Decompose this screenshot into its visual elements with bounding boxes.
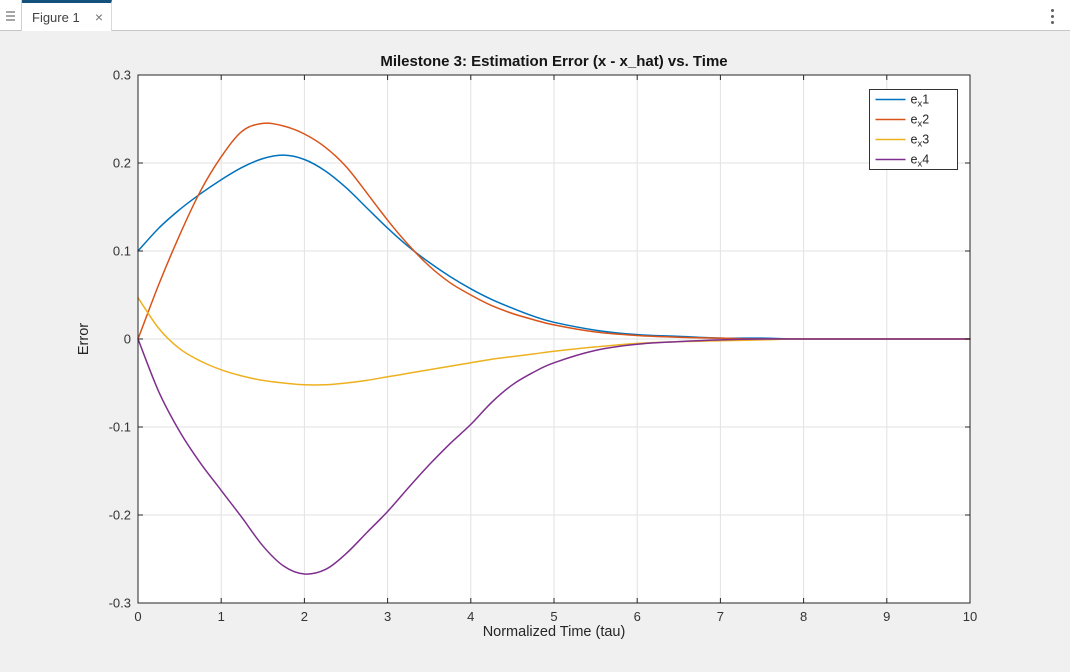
y-axis-label: Error bbox=[76, 323, 92, 355]
y-tick-label-4: -0.1 bbox=[109, 420, 131, 435]
kebab-dot bbox=[1050, 8, 1054, 12]
kebab-dot bbox=[1050, 20, 1054, 24]
y-tick-label-1: 0.2 bbox=[113, 156, 131, 171]
plot-svg: 0 1 2 3 4 5 6 7 8 9 10 0.3 0.2 0.1 0 -0.1 -0.2 -0.3 Miles… bbox=[76, 53, 978, 640]
y-tick-label-2: 0.1 bbox=[113, 244, 131, 259]
kebab-dot bbox=[1050, 14, 1054, 18]
series-line-e_x2 bbox=[137, 122, 971, 340]
x-tick-label-2: 2 bbox=[301, 609, 308, 624]
figure-tab-bar: Figure 1 × bbox=[0, 0, 1070, 31]
x-tick-label-3: 3 bbox=[384, 609, 391, 624]
tab-label: Figure 1 bbox=[32, 9, 80, 25]
x-tick-label-9: 9 bbox=[883, 609, 890, 624]
legend-label-1: ex1 bbox=[911, 93, 930, 110]
tick-label-layer: 0 1 2 3 4 5 6 7 8 9 10 0.3 0.2 0.1 0 -0.1 -0.2 -0.3 bbox=[109, 68, 978, 625]
tab-figure-1[interactable]: Figure 1 × bbox=[22, 0, 112, 31]
panel-handle-icon[interactable] bbox=[0, 0, 22, 31]
x-tick-label-8: 8 bbox=[800, 609, 807, 624]
x-tick-label-4: 4 bbox=[467, 609, 474, 624]
x-tick-label-1: 1 bbox=[218, 609, 225, 624]
y-tick-label-3: 0 bbox=[124, 332, 131, 347]
panel-handle-bar bbox=[6, 10, 15, 13]
legend-label-4: ex4 bbox=[911, 153, 930, 170]
figure-canvas: 0 1 2 3 4 5 6 7 8 9 10 0.3 0.2 0.1 0 -0.1 -0.2 -0.3 Miles… bbox=[0, 32, 1070, 672]
x-tick-label-0: 0 bbox=[134, 609, 141, 624]
y-tick-label-6: -0.3 bbox=[109, 596, 131, 611]
series-line-e_x4 bbox=[137, 338, 971, 575]
kebab-menu-icon[interactable] bbox=[1044, 6, 1060, 26]
panel-handle-bar bbox=[6, 18, 15, 21]
x-tick-label-6: 6 bbox=[634, 609, 641, 624]
legend-label-3: ex3 bbox=[911, 133, 930, 150]
y-tick-label-0: 0.3 bbox=[113, 68, 131, 83]
chart-title: Milestone 3: Estimation Error (x - x_hat… bbox=[380, 53, 727, 70]
panel-handle-bar bbox=[6, 14, 15, 17]
tab-close-icon[interactable]: × bbox=[94, 9, 103, 25]
tick-layer bbox=[137, 74, 971, 604]
x-tick-label-10: 10 bbox=[963, 609, 977, 624]
series-layer bbox=[137, 122, 971, 575]
x-axis-label: Normalized Time (tau) bbox=[483, 624, 626, 640]
legend-label-2: ex2 bbox=[911, 113, 930, 130]
x-tick-label-5: 5 bbox=[550, 609, 557, 624]
legend[interactable]: ex1 ex2 ex3 ex4 bbox=[869, 89, 958, 170]
legend-box[interactable] bbox=[869, 89, 958, 170]
x-tick-label-7: 7 bbox=[717, 609, 724, 624]
y-tick-label-5: -0.2 bbox=[109, 508, 131, 523]
